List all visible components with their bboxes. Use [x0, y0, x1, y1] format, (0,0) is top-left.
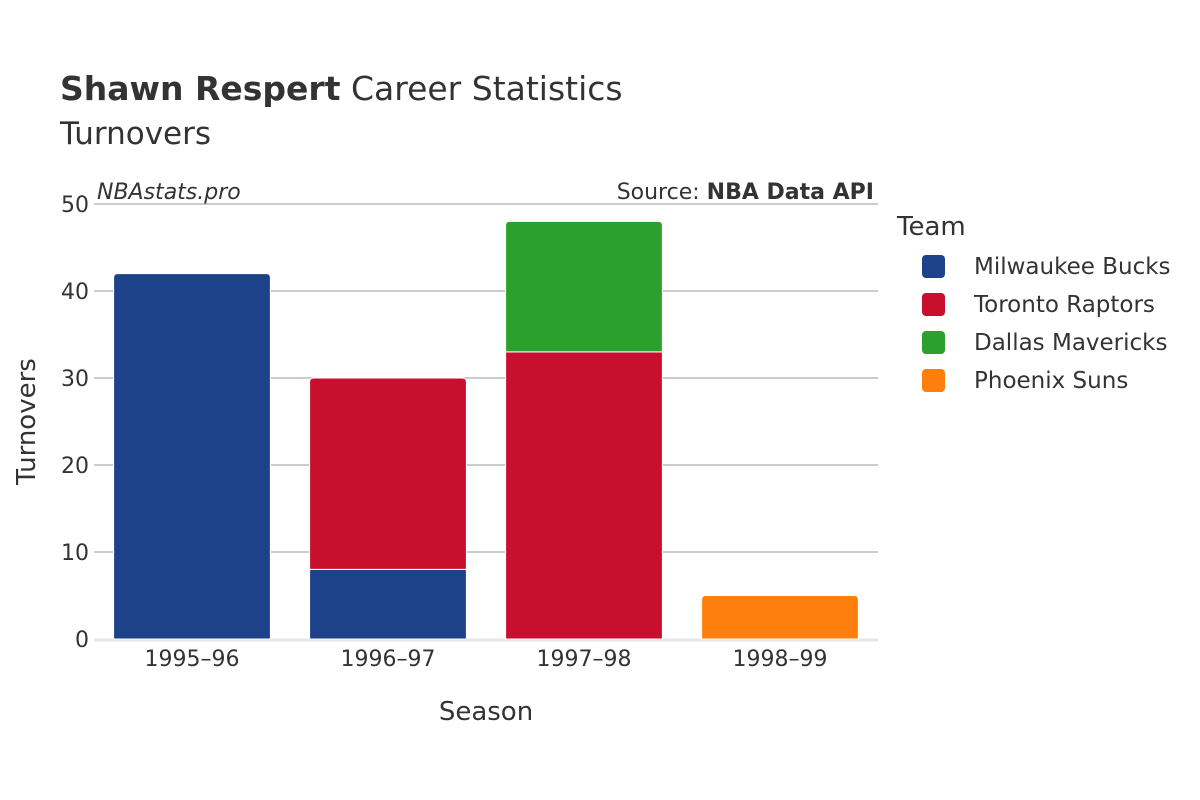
- x-tick-label: 1997–98: [537, 647, 632, 672]
- legend-label-dallas-mavericks: Dallas Mavericks: [974, 330, 1167, 356]
- bar-1997–98-toronto-raptors: [505, 351, 663, 640]
- x-axis-ticks: 1995–96 1996–97 1997–98 1998–99: [145, 647, 828, 672]
- legend-label-phoenix-suns: Phoenix Suns: [974, 368, 1128, 394]
- legend: Team Milwaukee Bucks Toronto Raptors Dalla…: [896, 212, 1171, 394]
- bar-1997–98-dallas-mavericks: [505, 220, 663, 353]
- bar-1996–97-milwaukee-bucks: [309, 568, 467, 640]
- y-tick-label: 20: [61, 454, 89, 479]
- legend-label-toronto-raptors: Toronto Raptors: [973, 292, 1155, 318]
- x-tick-label: 1995–96: [145, 647, 240, 672]
- bar-1995–96-milwaukee-bucks: [113, 273, 271, 640]
- source-credit: Source: NBA Data API: [617, 180, 874, 205]
- legend-swatch-dallas-mavericks: [922, 331, 945, 354]
- legend-swatch-toronto-raptors: [922, 293, 945, 316]
- y-axis-ticks: 0 10 20 30 40 50: [61, 193, 89, 653]
- y-tick-label: 30: [61, 367, 89, 392]
- source-label: Source:: [617, 180, 707, 205]
- x-axis-label: Season: [439, 697, 533, 727]
- bar-1996–97-toronto-raptors: [309, 377, 467, 570]
- legend-title: Team: [896, 212, 966, 242]
- chart-subtitle: Turnovers: [59, 116, 211, 152]
- legend-swatch-milwaukee-bucks: [922, 255, 945, 278]
- x-tick-label: 1996–97: [341, 647, 436, 672]
- y-tick-label: 0: [75, 628, 89, 653]
- legend-swatch-phoenix-suns: [922, 369, 945, 392]
- y-tick-label: 50: [61, 193, 89, 218]
- x-tick-label: 1998–99: [733, 647, 828, 672]
- chart-title-rest: Career Statistics: [340, 69, 622, 108]
- source-name: NBA Data API: [707, 180, 874, 205]
- y-tick-label: 40: [61, 280, 89, 305]
- chart-title: Shawn Respert Career Statistics: [60, 69, 623, 108]
- legend-label-milwaukee-bucks: Milwaukee Bucks: [974, 254, 1171, 280]
- y-axis-label: Turnovers: [12, 358, 42, 486]
- y-tick-label: 10: [61, 541, 89, 566]
- bar-1998–99-phoenix-suns: [701, 595, 859, 640]
- chart-title-player: Shawn Respert: [60, 69, 341, 108]
- bar-layer: [113, 220, 859, 640]
- watermark-credit: NBAstats.pro: [97, 180, 241, 205]
